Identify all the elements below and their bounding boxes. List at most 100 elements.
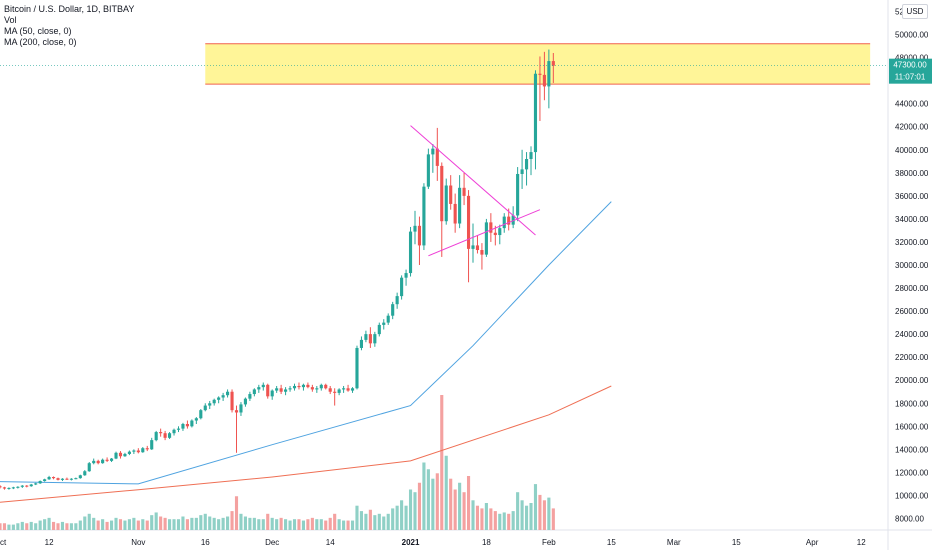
candle-body bbox=[297, 385, 301, 388]
candle-body bbox=[301, 384, 305, 388]
volume-bar bbox=[101, 519, 105, 530]
volume-bar bbox=[74, 523, 78, 530]
candle-body bbox=[431, 148, 435, 155]
candle-body bbox=[11, 487, 15, 489]
volume-bar bbox=[444, 455, 448, 530]
price-badge bbox=[889, 58, 932, 84]
candle-body bbox=[484, 222, 488, 255]
candle-body bbox=[373, 334, 377, 344]
volume-bar bbox=[337, 519, 341, 530]
volume-bar bbox=[275, 519, 279, 530]
volume-bar bbox=[288, 520, 292, 530]
volume-bar bbox=[373, 515, 377, 530]
volume-bar bbox=[547, 497, 551, 530]
volume-bar bbox=[132, 517, 136, 530]
candle-body bbox=[395, 296, 399, 305]
x-tick-label: 18 bbox=[482, 538, 491, 547]
volume-bar bbox=[502, 512, 506, 530]
y-tick-label: 22000.00 bbox=[895, 353, 929, 362]
volume-bar bbox=[542, 500, 546, 530]
volume-bar bbox=[212, 517, 216, 530]
volume-bar bbox=[426, 469, 430, 530]
volume-bar bbox=[431, 478, 435, 530]
legend-title[interactable]: Bitcoin / U.S. Dollar, 1D, BITBAY bbox=[4, 4, 135, 14]
volume-bar bbox=[257, 519, 261, 530]
candle-body bbox=[203, 405, 207, 411]
volume-bar bbox=[194, 517, 198, 530]
x-tick-label: 16 bbox=[201, 538, 210, 547]
volume-bar bbox=[422, 462, 426, 530]
volume-bar bbox=[69, 523, 73, 530]
volume-bar bbox=[440, 395, 444, 530]
volume-bar bbox=[16, 523, 20, 530]
volume-bar bbox=[114, 517, 118, 530]
candle-body bbox=[136, 450, 140, 453]
volume-bar bbox=[364, 513, 368, 530]
volume-bar bbox=[342, 520, 346, 530]
ma50-line bbox=[0, 201, 612, 485]
candle-body bbox=[359, 339, 364, 348]
volume-bar bbox=[368, 509, 372, 530]
x-tick-label: Nov bbox=[131, 538, 145, 547]
candle-body bbox=[248, 394, 252, 399]
y-tick-label: 26000.00 bbox=[895, 307, 929, 316]
candle-body bbox=[310, 387, 314, 390]
candle-body bbox=[239, 404, 243, 413]
candle-body bbox=[342, 388, 346, 390]
candle-body bbox=[511, 215, 515, 225]
volume-bar bbox=[475, 505, 480, 530]
candle-body bbox=[168, 433, 172, 438]
candle-body bbox=[163, 433, 167, 438]
volume-bar bbox=[150, 515, 154, 530]
triangle-trendline[interactable] bbox=[428, 209, 541, 257]
candle-body bbox=[96, 460, 100, 464]
legend-volume[interactable]: Vol bbox=[4, 15, 17, 25]
candle-body bbox=[0, 486, 2, 488]
volume-bar bbox=[435, 473, 439, 530]
candle-body bbox=[493, 232, 497, 236]
volume-bar bbox=[118, 519, 123, 530]
candle-body bbox=[226, 391, 230, 396]
volume-bar bbox=[297, 519, 301, 530]
candle-body bbox=[25, 485, 29, 487]
candle-body bbox=[466, 195, 471, 249]
candle-body bbox=[65, 478, 69, 480]
volume-bar bbox=[7, 524, 11, 530]
candle-body bbox=[364, 334, 368, 340]
resistance-zone[interactable] bbox=[205, 43, 871, 85]
candle-body bbox=[270, 390, 274, 397]
price-badge-value: 47300.00 bbox=[893, 61, 927, 70]
candle-body bbox=[516, 173, 520, 216]
x-tick-label: 14 bbox=[326, 538, 335, 547]
volume-bar bbox=[359, 511, 364, 530]
volume-bar bbox=[328, 517, 332, 530]
candle-body bbox=[333, 391, 337, 393]
candle-body bbox=[83, 471, 87, 476]
candle-body bbox=[87, 463, 91, 472]
volume-bar bbox=[43, 519, 47, 530]
volume-bar bbox=[123, 520, 127, 530]
volume-bar bbox=[471, 500, 475, 530]
volume-bar bbox=[266, 513, 270, 530]
candle-body bbox=[114, 452, 118, 459]
x-tick-label: Dec bbox=[265, 538, 279, 547]
volume-bar bbox=[480, 508, 484, 530]
candle-body bbox=[471, 245, 475, 249]
x-tick-label: 2021 bbox=[402, 538, 420, 547]
candle-body bbox=[252, 389, 256, 395]
candle-body bbox=[400, 277, 404, 297]
candle-body bbox=[284, 389, 288, 392]
volume-bar bbox=[324, 520, 328, 530]
candle-body bbox=[542, 74, 546, 87]
triangle-trendline[interactable] bbox=[410, 125, 536, 236]
legend-ma200[interactable]: MA (200, close, 0) bbox=[4, 37, 77, 47]
candle-body bbox=[538, 73, 542, 75]
x-tick-label: 15 bbox=[732, 538, 741, 547]
legend-ma50[interactable]: MA (50, close, 0) bbox=[4, 26, 72, 36]
candle-body bbox=[435, 148, 439, 166]
currency-button[interactable]: USD bbox=[902, 4, 928, 19]
volume-bar bbox=[382, 516, 386, 530]
candle-body bbox=[16, 486, 20, 488]
